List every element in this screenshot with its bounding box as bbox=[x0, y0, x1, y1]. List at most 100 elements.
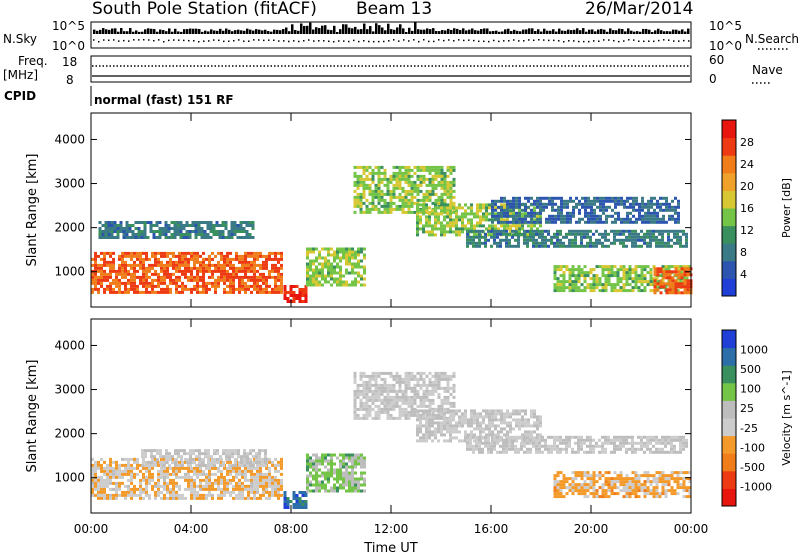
scatter-cell bbox=[229, 266, 232, 270]
colorbar-tick-label: 28 bbox=[740, 136, 754, 149]
scatter-cell bbox=[176, 221, 180, 224]
scatter-cell bbox=[166, 469, 169, 473]
scatter-cell bbox=[196, 457, 199, 461]
scatter-cell bbox=[482, 224, 485, 228]
scatter-cell bbox=[306, 453, 309, 457]
scatter-cell bbox=[166, 481, 169, 485]
scatter-cell bbox=[354, 486, 357, 490]
scatter-cell bbox=[661, 241, 664, 245]
scatter-cell bbox=[157, 478, 160, 482]
scatter-cell bbox=[256, 251, 259, 255]
scatter-cell bbox=[262, 290, 265, 294]
scatter-cell bbox=[556, 229, 559, 233]
scatter-cell bbox=[511, 235, 514, 239]
scatter-cell bbox=[482, 409, 485, 413]
scatter-cell bbox=[571, 241, 574, 245]
scatter-cell bbox=[309, 465, 312, 469]
scatter-cell bbox=[256, 484, 259, 488]
scatter-cell bbox=[365, 404, 369, 408]
scatter-cell bbox=[172, 472, 175, 476]
scatter-cell bbox=[321, 486, 324, 490]
scatter-cell bbox=[487, 229, 490, 233]
scatter-cell bbox=[365, 380, 369, 384]
scatter-cell bbox=[640, 277, 644, 281]
scatter-cell bbox=[354, 250, 357, 254]
scatter-cell bbox=[431, 224, 434, 228]
scatter-cell bbox=[431, 380, 435, 384]
scatter-cell bbox=[241, 275, 244, 279]
scatter-cell bbox=[668, 208, 671, 212]
scatter-cell bbox=[324, 256, 327, 260]
scatter-cell bbox=[401, 392, 405, 396]
scatter-cell bbox=[324, 489, 327, 493]
scatter-cell bbox=[377, 207, 381, 211]
scatter-cell bbox=[139, 290, 142, 294]
scatter-cell bbox=[304, 297, 308, 300]
scatter-cell bbox=[446, 427, 449, 431]
scatter-cell bbox=[239, 221, 243, 224]
scatter-cell bbox=[398, 165, 402, 169]
scatter-cell bbox=[458, 218, 461, 222]
scatter-cell bbox=[653, 285, 657, 289]
scatter-cell bbox=[187, 251, 190, 255]
scatter-cell bbox=[485, 203, 488, 207]
scatter-cell bbox=[503, 224, 506, 228]
nsky-bar bbox=[456, 28, 459, 34]
scatter-cell bbox=[458, 206, 461, 210]
scatter-cell bbox=[106, 469, 109, 473]
scatter-cell bbox=[535, 244, 538, 248]
scatter-cell bbox=[168, 464, 171, 468]
scatter-cell bbox=[345, 477, 348, 481]
scatter-cell bbox=[134, 227, 138, 230]
scatter-cell bbox=[560, 196, 563, 200]
scatter-cell bbox=[109, 460, 112, 464]
scatter-cell bbox=[113, 236, 117, 239]
scatter-cell bbox=[440, 177, 444, 181]
scatter-cell bbox=[118, 493, 121, 497]
scatter-cell bbox=[261, 458, 264, 462]
scatter-cell bbox=[356, 177, 360, 181]
scatter-cell bbox=[148, 472, 151, 476]
scatter-cell bbox=[560, 211, 563, 215]
scatter-cell bbox=[116, 227, 120, 230]
scatter-cell bbox=[202, 290, 205, 294]
scatter-cell bbox=[560, 199, 563, 203]
scatter-cell bbox=[404, 192, 408, 196]
scatter-cell bbox=[446, 407, 450, 411]
scatter-cell bbox=[398, 380, 402, 384]
scatter-cell bbox=[235, 481, 238, 485]
scatter-cell bbox=[250, 278, 253, 282]
scatter-cell bbox=[106, 278, 109, 282]
scatter-cell bbox=[440, 195, 444, 199]
scatter-cell bbox=[330, 253, 333, 257]
scatter-cell bbox=[407, 371, 411, 375]
nsky-bar bbox=[252, 30, 255, 34]
scatter-cell bbox=[339, 459, 342, 463]
scatter-cell bbox=[265, 275, 268, 279]
scatter-cell bbox=[215, 221, 219, 224]
nsearch-dot bbox=[253, 39, 255, 41]
scatter-cell bbox=[208, 260, 211, 264]
scatter-cell bbox=[175, 263, 178, 267]
scatter-cell bbox=[277, 481, 280, 485]
scatter-cell bbox=[223, 290, 226, 294]
scatter-cell bbox=[665, 270, 669, 274]
scatter-cell bbox=[103, 481, 106, 485]
y-tick-label: 3000 bbox=[54, 177, 85, 191]
nsearch-dot bbox=[218, 39, 220, 42]
nsky-bar bbox=[402, 28, 405, 34]
scatter-cell bbox=[280, 272, 283, 276]
nsky-bar bbox=[180, 31, 183, 34]
scatter-cell bbox=[166, 275, 169, 279]
scatter-cell bbox=[662, 273, 666, 277]
scatter-cell bbox=[563, 199, 566, 203]
scatter-cell bbox=[371, 195, 375, 199]
scatter-cell bbox=[674, 279, 678, 283]
scatter-cell bbox=[133, 287, 136, 291]
scatter-cell bbox=[315, 283, 318, 287]
scatter-cell bbox=[124, 466, 127, 470]
scatter-cell bbox=[127, 463, 130, 467]
scatter-cell bbox=[413, 210, 417, 214]
scatter-cell bbox=[222, 449, 225, 453]
scatter-cell bbox=[199, 493, 202, 497]
